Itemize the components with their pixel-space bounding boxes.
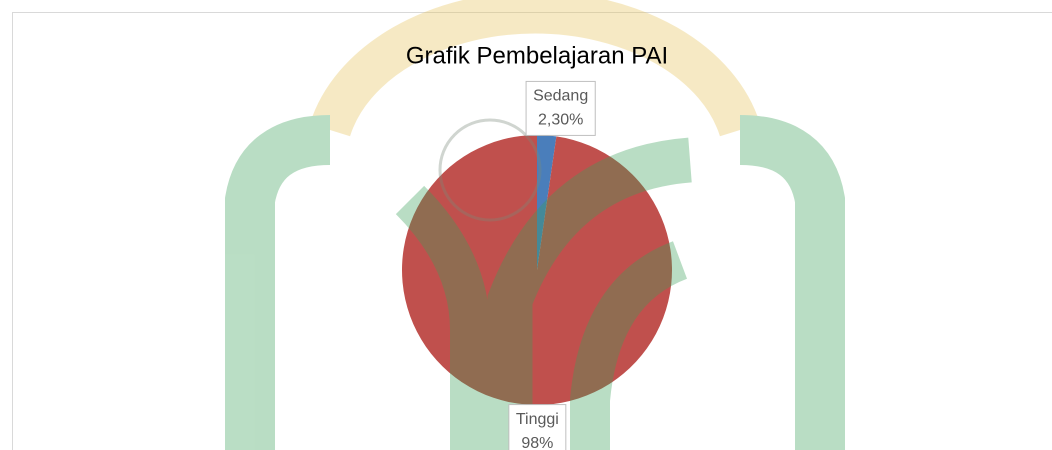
- data-label-value: 2,30%: [538, 112, 583, 129]
- chart: Grafik Pembelajaran PAI Sedang 2,30% Tingg…: [0, 0, 1052, 450]
- chart-title: Grafik Pembelajaran PAI: [406, 42, 668, 69]
- data-label: Tinggi 98%: [509, 405, 566, 450]
- data-label-category: Sedang: [533, 88, 588, 105]
- data-label: Sedang 2,30%: [526, 81, 595, 135]
- data-label-value: 98%: [521, 435, 553, 450]
- data-label-category: Tinggi: [516, 411, 559, 428]
